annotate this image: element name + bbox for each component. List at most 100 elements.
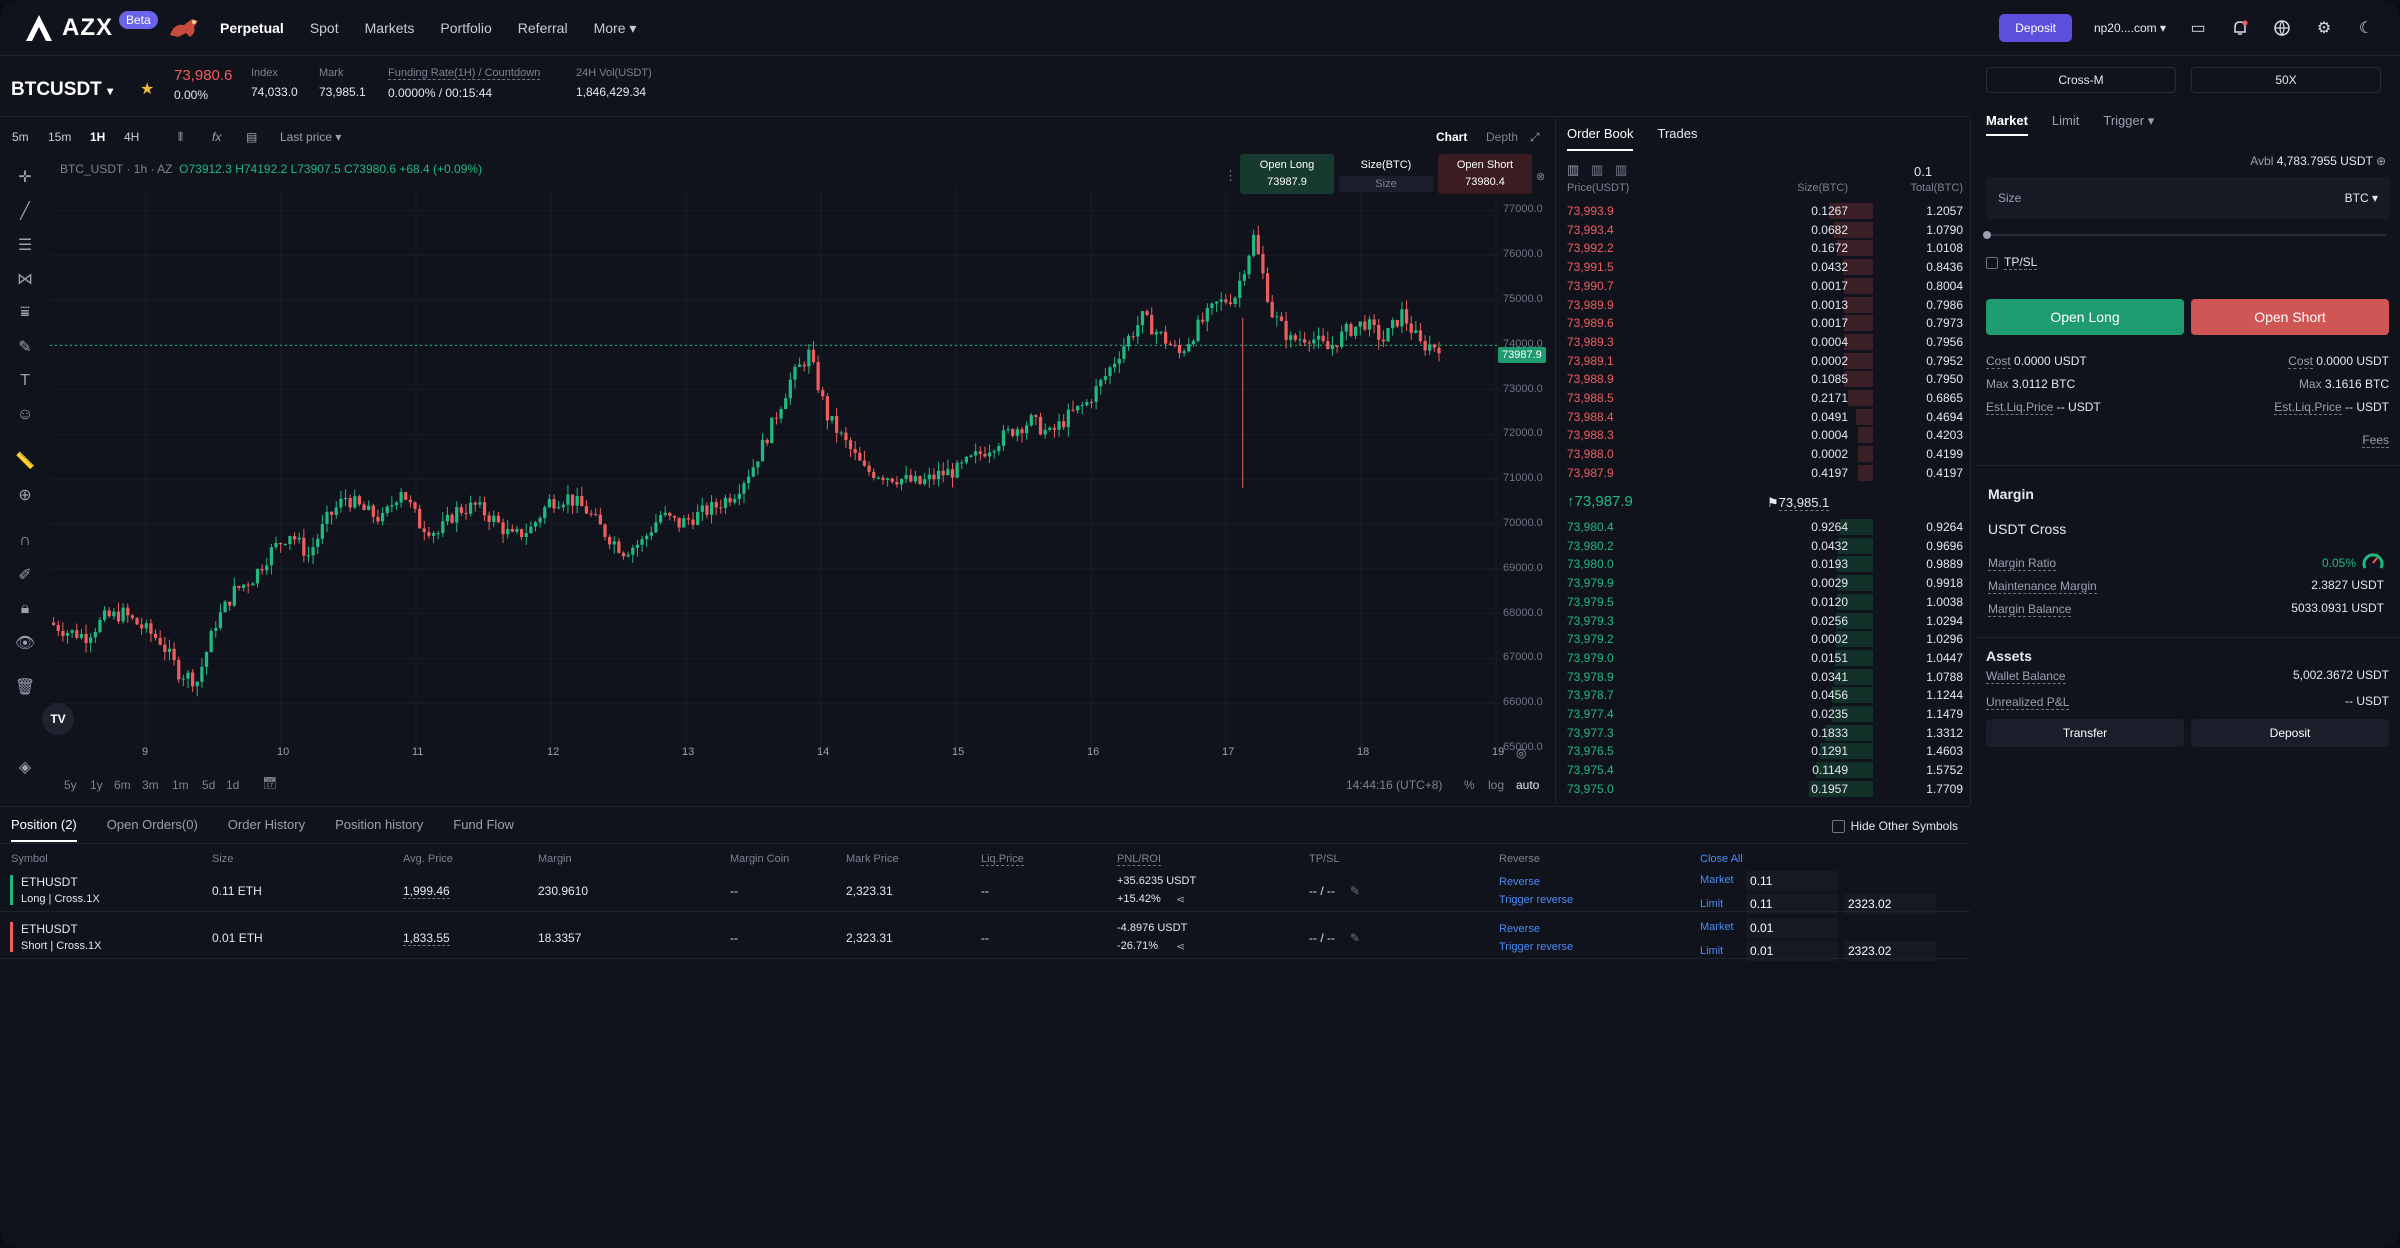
size-unit-select[interactable]: BTC ▾ (2344, 191, 2378, 205)
tpsl-checkbox[interactable]: TP/SL (1986, 255, 2038, 270)
symbol-selector[interactable]: BTCUSDT ▾ (11, 79, 113, 101)
horizontal-lines-icon[interactable]: ☰ (17, 237, 33, 254)
trigger-reverse-button[interactable]: Trigger reverse (1499, 894, 1574, 906)
bid-row[interactable]: 73,977.4 0.0235 1.1479 (1567, 705, 1963, 723)
close-market-button[interactable]: Market (1700, 921, 1734, 933)
nav-more[interactable]: More ▾ (594, 20, 637, 37)
nav-spot[interactable]: Spot (309, 20, 339, 36)
ask-row[interactable]: 73,991.5 0.0432 0.8436 (1567, 258, 1963, 276)
notification-bell-icon[interactable] (2230, 18, 2250, 38)
trendline-icon[interactable]: ╱ (20, 203, 30, 220)
share-icon[interactable]: ⋖ (1176, 941, 1186, 953)
leverage-button[interactable]: 50X (2191, 67, 2381, 93)
tab-trigger[interactable]: Trigger ▾ (2103, 113, 2155, 128)
range-1d[interactable]: 1d (226, 778, 240, 792)
trash-icon[interactable]: 🗑︎ (14, 679, 36, 696)
templates-icon[interactable]: ▤ (246, 130, 258, 144)
transfer-button[interactable]: Transfer (1986, 719, 2184, 747)
fees-link[interactable]: Fees (2362, 433, 2389, 448)
ask-row[interactable]: 73,989.9 0.0013 0.7986 (1567, 296, 1963, 314)
ask-row[interactable]: 73,993.4 0.0682 1.0790 (1567, 221, 1963, 239)
bid-row[interactable]: 73,980.4 0.9264 0.9264 (1567, 518, 1963, 536)
close-limit-price-input[interactable]: 2323.02 (1844, 941, 1936, 961)
bid-row[interactable]: 73,978.9 0.0341 1.0788 (1567, 668, 1963, 686)
emoji-icon[interactable]: ☺ (16, 406, 34, 423)
bid-row[interactable]: 73,979.5 0.0120 1.0038 (1567, 593, 1963, 611)
position-symbol[interactable]: ETHUSDT (21, 875, 78, 889)
devices-icon[interactable]: ▭ (2190, 20, 2206, 37)
tab-chart[interactable]: Chart (1436, 130, 1468, 144)
bid-row[interactable]: 73,975.4 0.1149 1.5752 (1567, 761, 1963, 779)
size-slider[interactable] (1983, 231, 2386, 239)
magnet-icon[interactable]: ∩ (19, 532, 31, 549)
close-limit-qty-input[interactable]: 0.11 (1746, 894, 1838, 914)
text-tool-icon[interactable]: T (20, 372, 30, 389)
bid-row[interactable]: 73,979.0 0.0151 1.0447 (1567, 649, 1963, 667)
ask-row[interactable]: 73,993.9 0.1267 1.2057 (1567, 202, 1963, 220)
precision-select[interactable]: 0.1 (1914, 164, 1933, 179)
tab-fund-flow[interactable]: Fund Flow (453, 817, 514, 832)
asks-view-icon[interactable]: ▥ (1615, 162, 1628, 177)
account-menu[interactable]: np20....com ▾ (2093, 21, 2166, 35)
range-1y[interactable]: 1y (90, 778, 103, 792)
tab-order-book[interactable]: Order Book (1567, 126, 1634, 151)
ask-row[interactable]: 73,988.3 0.0004 0.4203 (1567, 426, 1963, 444)
position-symbol[interactable]: ETHUSDT (21, 922, 78, 936)
close-market-button[interactable]: Market (1700, 874, 1734, 886)
drag-handle-icon[interactable]: ⋮ (1224, 168, 1237, 183)
tab-positions[interactable]: Position (2) (11, 817, 77, 842)
checkbox-icon[interactable] (1986, 256, 1998, 269)
settings-gear-icon[interactable]: ⚙ (2316, 20, 2332, 37)
tab-market[interactable]: Market (1986, 113, 2028, 136)
ruler-icon[interactable]: 📏 (15, 453, 35, 470)
fullscreen-icon[interactable]: ⤢ (1530, 129, 1540, 144)
margin-mode-button[interactable]: Cross-M (1986, 67, 2176, 93)
bid-row[interactable]: 73,976.5 0.1291 1.4603 (1567, 742, 1963, 760)
quick-size-input[interactable]: Size (1339, 176, 1433, 192)
globe-icon[interactable] (2272, 18, 2292, 38)
tf-4h[interactable]: 4H (124, 130, 140, 144)
nav-portfolio[interactable]: Portfolio (440, 20, 492, 36)
tab-open-orders[interactable]: Open Orders(0) (106, 817, 198, 832)
tab-trades[interactable]: Trades (1657, 126, 1698, 141)
tab-limit[interactable]: Limit (2051, 113, 2080, 128)
close-market-qty-input[interactable]: 0.11 (1746, 871, 1838, 891)
header-deposit-button[interactable]: Deposit (1999, 14, 2072, 42)
bid-row[interactable]: 73,975.0 0.1957 1.7709 (1567, 780, 1963, 798)
bids-view-icon[interactable]: ▥ (1591, 162, 1604, 177)
share-icon[interactable]: ⋖ (1176, 894, 1186, 906)
brush-icon[interactable]: ✎ (18, 339, 32, 356)
quick-open-long-button[interactable]: Open Long 73987.9 (1240, 154, 1334, 194)
nav-markets[interactable]: Markets (364, 20, 415, 36)
price-source-select[interactable]: Last price ▾ (280, 130, 342, 144)
ask-row[interactable]: 73,987.9 0.4197 0.4197 (1567, 464, 1963, 482)
favorite-star-icon[interactable]: ★ (140, 81, 155, 98)
ask-row[interactable]: 73,988.4 0.0491 0.4694 (1567, 408, 1963, 426)
reverse-button[interactable]: Reverse (1499, 876, 1540, 888)
open-long-button[interactable]: Open Long (1986, 299, 2184, 335)
range-3m[interactable]: 3m (142, 778, 159, 792)
pencil-lock-icon[interactable]: ✐ (18, 567, 32, 584)
bid-row[interactable]: 73,980.0 0.0193 0.9889 (1567, 555, 1963, 573)
logo[interactable]: AZX Beta (22, 8, 206, 48)
pattern-icon[interactable]: ⋈ (17, 271, 33, 288)
bid-row[interactable]: 73,980.2 0.0432 0.9696 (1567, 537, 1963, 555)
both-sides-view-icon[interactable]: ▥ (1567, 162, 1580, 177)
close-all-button[interactable]: Close All (1700, 853, 1743, 865)
size-input[interactable]: Size BTC ▾ (1986, 177, 2390, 219)
tab-position-history[interactable]: Position history (335, 817, 424, 832)
range-5d[interactable]: 5d (202, 778, 216, 792)
ask-row[interactable]: 73,990.7 0.0017 0.8004 (1567, 277, 1963, 295)
ask-row[interactable]: 73,988.0 0.0002 0.4199 (1567, 445, 1963, 463)
tf-5m[interactable]: 5m (12, 130, 29, 144)
fib-icon[interactable]: ⩸ (20, 304, 30, 321)
range-5y[interactable]: 5y (64, 778, 77, 792)
date-range-calendar-icon[interactable]: 📅︎ (262, 776, 278, 790)
bid-row[interactable]: 73,979.9 0.0029 0.9918 (1567, 574, 1963, 592)
tab-depth[interactable]: Depth (1486, 130, 1519, 144)
range-1m[interactable]: 1m (172, 778, 189, 792)
candlestick-chart[interactable] (50, 188, 1500, 748)
close-limit-qty-input[interactable]: 0.01 (1746, 941, 1838, 961)
range-6m[interactable]: 6m (114, 778, 131, 792)
candle-type-icon[interactable]: ⫴ (178, 129, 184, 144)
